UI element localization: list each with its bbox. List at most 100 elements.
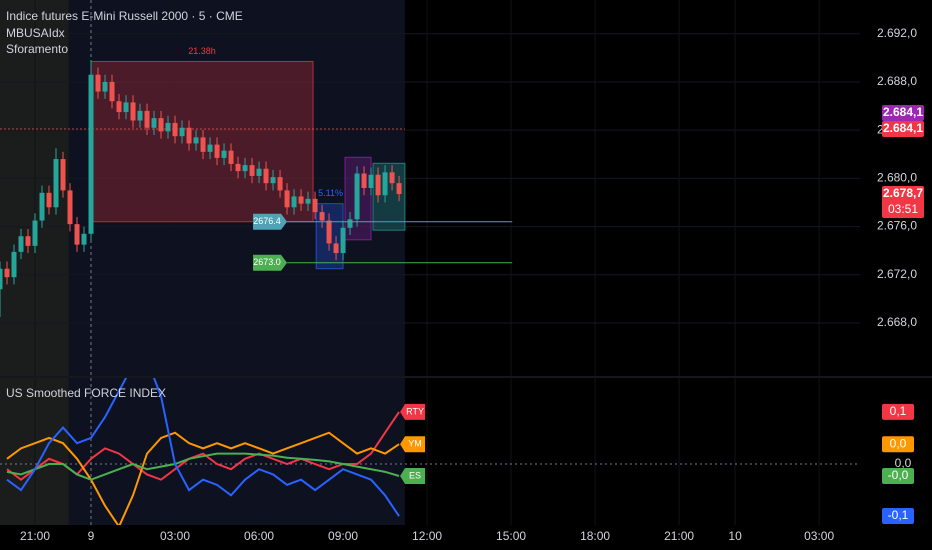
countdown: 03:51 — [888, 202, 918, 216]
candle-body — [46, 192, 52, 208]
value-tag — [882, 468, 914, 484]
value-tag-label: 0,0 — [890, 436, 907, 450]
indicator-line — [6, 378, 400, 517]
candle-body — [382, 172, 388, 196]
candle-body — [340, 227, 346, 254]
level-tag — [253, 254, 288, 271]
candle-body — [11, 251, 17, 278]
candle-body — [228, 150, 234, 164]
candle-body — [305, 198, 311, 204]
session-shade — [68, 0, 405, 376]
series-flag — [400, 468, 426, 484]
candle-body — [137, 110, 143, 121]
price-tag-label: 2.678,7 — [883, 186, 923, 200]
candle-body — [102, 81, 108, 92]
candle-body — [298, 196, 304, 204]
candle-body — [354, 173, 360, 220]
candle-body — [165, 122, 171, 132]
overlay: 2.668,02.672,02.676,02.680,02.684,02.688… — [20, 26, 924, 543]
candle-body — [151, 118, 157, 128]
series-name: ES — [409, 470, 421, 480]
zone-label: 5.11% — [318, 188, 343, 198]
candle-body — [214, 144, 220, 158]
candle-body — [326, 220, 332, 244]
x-tick-label: 09:00 — [328, 529, 358, 543]
x-tick-label: 03:00 — [804, 529, 834, 543]
candle-body — [396, 183, 402, 195]
candle-body — [235, 163, 241, 172]
y-tick-label: 2.676,0 — [877, 219, 917, 233]
value-tag-label: 0,1 — [890, 404, 907, 418]
candle-body — [130, 102, 136, 121]
y-tick-label: 2.688,0 — [877, 74, 917, 88]
zone-label: 21.38h — [188, 46, 216, 56]
indicator-title: US Smoothed FORCE INDEX — [6, 386, 166, 400]
candle-body — [207, 144, 213, 152]
level-label: 2676.4 — [253, 216, 281, 226]
series-flag — [400, 403, 426, 420]
x-tick-label: 03:00 — [160, 529, 190, 543]
candle-body — [361, 173, 367, 188]
candle-body — [256, 168, 262, 176]
candle-body — [333, 243, 339, 254]
x-tick-label: 10 — [728, 529, 742, 543]
indicator-pane — [0, 378, 860, 525]
candle-body — [4, 268, 10, 278]
candle-body — [74, 224, 80, 245]
price-tag — [882, 186, 924, 219]
price-tag-label: 2.684,1 — [883, 105, 923, 119]
candle-body — [312, 198, 318, 213]
candle-body — [186, 127, 192, 144]
candle-body — [277, 177, 283, 191]
candle-body — [172, 122, 178, 137]
candle-body — [263, 168, 269, 184]
indicator-line — [6, 452, 400, 481]
candle-body — [32, 220, 38, 246]
series-name: YM — [408, 439, 422, 449]
indicator-name: MBUSAIdx — [6, 26, 65, 40]
candle-body — [284, 190, 290, 208]
level-label: 2673.0 — [253, 257, 281, 267]
x-tick-label: 9 — [88, 529, 95, 543]
x-tick-label: 06:00 — [244, 529, 274, 543]
candle-body — [375, 174, 381, 196]
value-tag-label: -0,0 — [888, 468, 909, 482]
candle-body — [221, 150, 227, 158]
x-tick-label: 18:00 — [580, 529, 610, 543]
candle-body — [193, 137, 199, 144]
y-tick-label: 0,0 — [895, 456, 912, 470]
x-tick-label: 12:00 — [412, 529, 442, 543]
x-tick-label: 21:00 — [664, 529, 694, 543]
candle-body — [18, 236, 24, 252]
session-shade — [68, 378, 405, 525]
indicator-name: Sforamento — [6, 42, 68, 56]
candle-body — [123, 102, 129, 113]
candle-body — [242, 165, 248, 172]
candle-body — [368, 174, 374, 188]
indicator-line — [6, 431, 400, 525]
value-tag — [882, 403, 914, 420]
candle-body — [270, 177, 276, 184]
candle-body — [39, 192, 45, 221]
candle-body — [389, 172, 395, 184]
session-shade — [0, 378, 69, 525]
candle-body — [158, 118, 164, 132]
price-tag — [882, 104, 924, 121]
candle-body — [95, 74, 101, 92]
y-tick-label: 2.672,0 — [877, 267, 917, 281]
candle-body — [109, 81, 115, 102]
value-tag — [882, 436, 914, 453]
y-tick-label: 2.680,0 — [877, 171, 917, 185]
x-tick-label: 15:00 — [496, 529, 526, 543]
candle-body — [81, 233, 87, 245]
y-tick-label: 2.692,0 — [877, 26, 917, 40]
main-pane: 21.38h 5.11% 2676.4 2673.0 — [0, 0, 860, 376]
candle-body — [319, 212, 325, 221]
chart-title: Indice futures E-Mini Russell 2000 · 5 ·… — [6, 9, 243, 23]
price-tag — [882, 120, 924, 137]
value-tag-label: -0,1 — [888, 508, 909, 522]
series-name: RTY — [406, 406, 424, 416]
candle-body — [53, 159, 59, 208]
